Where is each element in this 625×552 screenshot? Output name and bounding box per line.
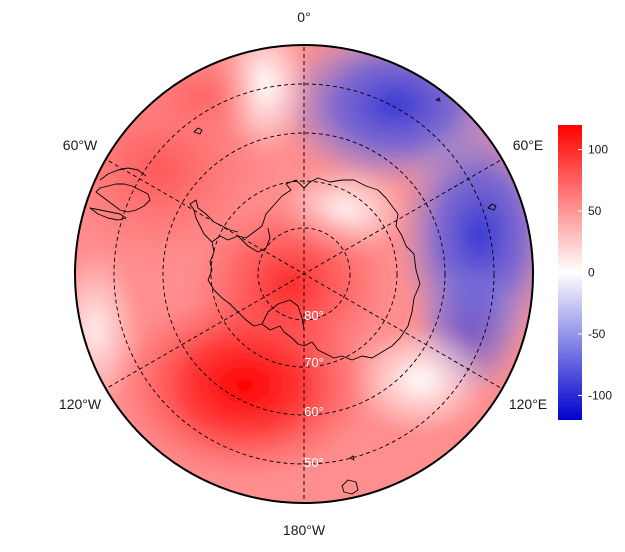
colorbar-tick-label: 100 — [588, 143, 608, 157]
anomaly-field — [75, 45, 533, 503]
antarctica-coastline — [207, 177, 421, 361]
colorbar-tick-label: 0 — [588, 266, 595, 280]
latitude-labels: 80° 70° 60° 50° — [304, 308, 324, 470]
longitude-label-60e: 60°E — [513, 137, 544, 153]
colorbar-tick-label: -50 — [588, 327, 606, 341]
latitude-label-60: 60° — [304, 404, 324, 419]
south-america-tip — [95, 183, 151, 213]
island-kerguelen — [487, 203, 497, 211]
graticule — [101, 45, 507, 503]
longitude-label-60w: 60°W — [63, 137, 98, 153]
longitude-labels: 0° 60°E 120°E 180°W 120°W 60°W — [59, 9, 547, 538]
latitude-label-70: 70° — [304, 355, 324, 370]
ice-shelf-weddell — [237, 227, 271, 253]
ice-shelf-ross — [261, 299, 305, 331]
latitude-circle-60 — [162, 132, 446, 416]
coastlines — [89, 97, 497, 495]
latitude-label-80: 80° — [304, 308, 324, 323]
south-america-fragment — [89, 207, 127, 221]
new-zealand-island — [341, 479, 359, 495]
latitude-circle-50 — [113, 83, 495, 465]
longitude-label-0: 0° — [297, 9, 310, 25]
island-heard — [435, 97, 441, 102]
island-macquarie — [349, 455, 355, 461]
longitude-label-120w: 120°W — [59, 396, 102, 412]
south-america-west-coast — [99, 167, 147, 181]
colorbar-ticks: 100 50 0 -50 -100 — [578, 143, 612, 402]
antarctic-peninsula — [189, 199, 239, 243]
red-north-west — [140, 50, 260, 140]
longitude-label-120e: 120°E — [509, 396, 547, 412]
colorbar-tick-label: -100 — [588, 388, 612, 402]
island-south-georgia — [193, 127, 203, 135]
red-center — [190, 200, 390, 370]
map-boundary — [74, 44, 534, 504]
colorbar: 100 50 0 -50 -100 — [558, 125, 612, 420]
longitude-label-180w: 180°W — [283, 522, 326, 538]
latitude-label-50: 50° — [304, 455, 324, 470]
white-transition-southeast — [350, 325, 490, 435]
meridian-120e-60w — [101, 156, 507, 392]
colorbar-tick-label: 50 — [588, 204, 602, 218]
